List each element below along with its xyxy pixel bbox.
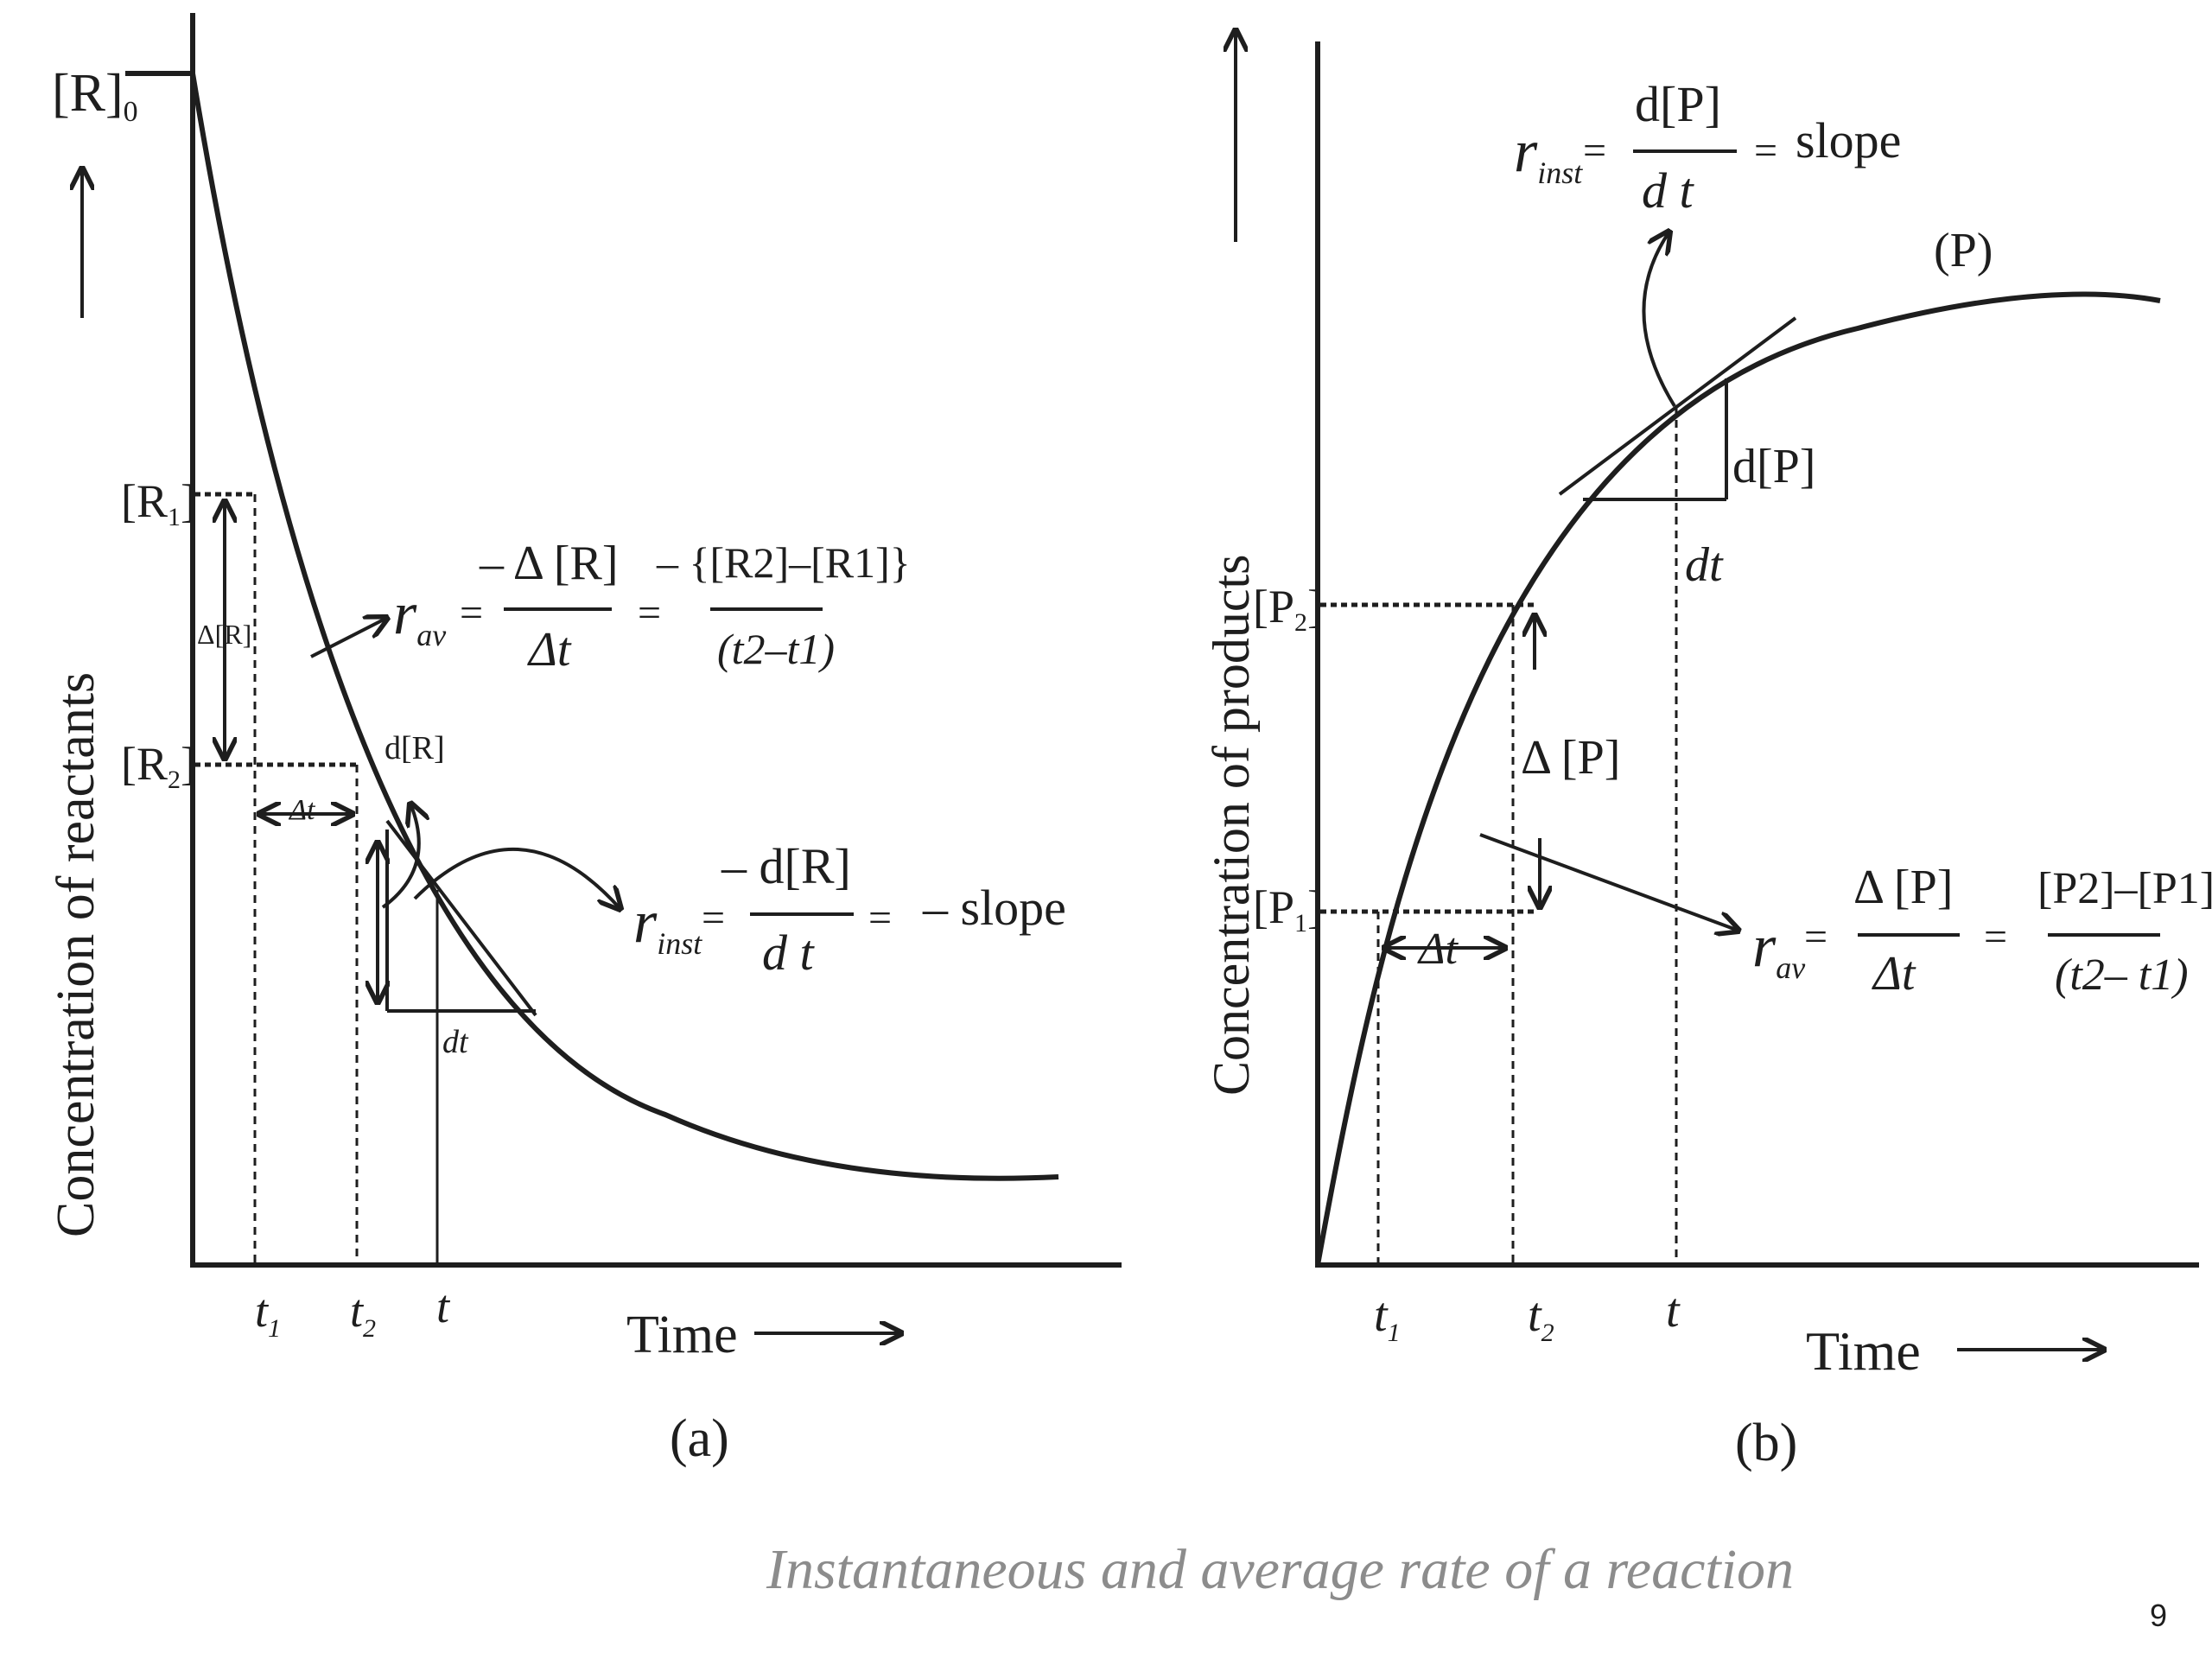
panel-b-y-axis-label: Concentration of products (1203, 554, 1260, 1096)
rav-eq1-b: = (1804, 914, 1827, 960)
t-tick-label-a: t (436, 1281, 451, 1332)
delta-r-label: Δ[R] (197, 619, 251, 650)
rav-numerator2-b: [P2]–[P1] (2037, 864, 2212, 913)
rinst-slope-b: slope (1796, 112, 1901, 168)
rinst-slope-a: – slope (922, 880, 1066, 936)
rinst-numerator-b: d[P] (1635, 76, 1721, 132)
rav-eq2-a: = (638, 590, 661, 636)
page-number: 9 (2150, 1598, 2167, 1633)
rinst-denominator-b: d t (1642, 162, 1695, 219)
rinst-denominator-a: d t (762, 925, 816, 981)
panel-a: Concentration of reactants [R]0 [R1] [R2… (47, 13, 1122, 1468)
t1-tick-label-b: t1 (1374, 1288, 1401, 1347)
dt-label-a: dt (442, 1024, 469, 1060)
p2-label: [P2] (1253, 581, 1323, 637)
r0-label: [R]0 (52, 64, 138, 128)
rinst-eq2-b: = (1754, 128, 1777, 174)
panel-b-caption: (b) (1735, 1414, 1797, 1472)
panel-b-x-axis-label: Time (1806, 1320, 1921, 1382)
p-curve-label: (P) (1934, 224, 1993, 277)
tangent-line-b (1558, 316, 1797, 496)
t1-tick-label-a: t1 (255, 1285, 281, 1343)
rinst-pointer-a (413, 848, 620, 909)
p1-label: [P1] (1253, 881, 1323, 938)
product-growth-curve (1315, 291, 2161, 1266)
rav-symbol-b: rav (1752, 913, 1805, 985)
rinst-numerator-a: – d[R] (721, 838, 851, 894)
rav-eq2-b: = (1984, 914, 2007, 960)
rav-numerator2-a: – {[R2]–[R1]} (656, 538, 911, 587)
t2-tick-label-b: t2 (1528, 1288, 1554, 1347)
r2-label: [R2] (121, 738, 196, 794)
r1-label: [R1] (121, 475, 196, 531)
rinst-eq1-b: = (1583, 128, 1606, 174)
rav-numerator-b: Δ [P] (1853, 861, 1953, 914)
t-tick-label-b: t (1666, 1284, 1681, 1338)
t2-tick-label-a: t2 (350, 1285, 376, 1343)
dR-pointer (381, 804, 419, 909)
panel-a-x-axis-label: Time (626, 1306, 738, 1364)
figure-caption: Instantaneous and average rate of a reac… (766, 1538, 1794, 1601)
rav-denominator-a: Δt (527, 623, 572, 677)
delta-p-label: Δ [P] (1521, 731, 1620, 785)
rav-eq1-a: = (460, 590, 483, 636)
rinst-eq1-a: = (702, 895, 725, 941)
delta-t-label-a: Δt (288, 794, 316, 826)
rinst-pointer-b (1642, 232, 1676, 408)
rinst-eq2-a: = (868, 895, 892, 941)
rav-denominator2-a: (t2–t1) (717, 625, 835, 673)
rav-numerator-a: – Δ [R] (479, 537, 618, 590)
rav-denominator-b: Δt (1872, 947, 1916, 1001)
tangent-line-a (385, 819, 537, 1017)
dt-label-b: dt (1685, 538, 1724, 592)
reactant-decay-curve (190, 73, 1059, 1181)
rav-symbol-a: rav (393, 581, 446, 652)
rav-denominator2-b: (t2– t1) (2055, 950, 2189, 1000)
dR-label: d[R] (385, 730, 445, 766)
rinst-symbol-b: rinst (1514, 118, 1583, 190)
rinst-symbol-a: rinst (633, 889, 702, 961)
rav-pointer-b (1479, 833, 1738, 931)
rav-pointer-a (310, 618, 387, 658)
panel-b: (P) Concentration of products [P2] [P1] … (1203, 30, 2212, 1472)
dP-label: d[P] (1732, 440, 1815, 493)
panel-a-caption: (a) (670, 1409, 729, 1468)
panel-a-y-axis-label: Concentration of reactants (47, 672, 105, 1237)
delta-t-label-b: Δt (1417, 925, 1459, 974)
